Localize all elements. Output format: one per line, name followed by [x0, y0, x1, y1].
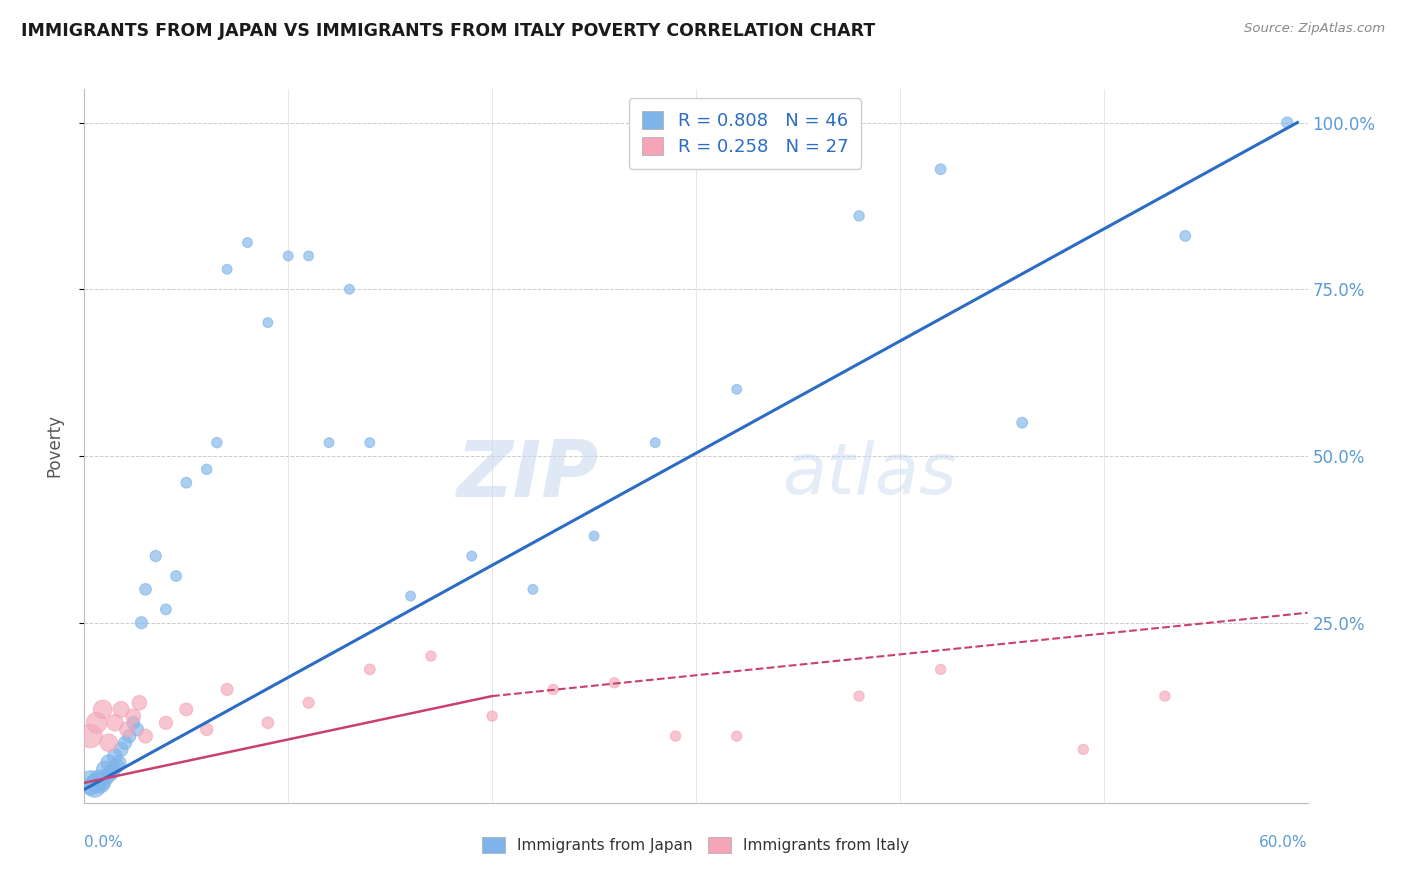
- Point: [929, 162, 952, 177]
- Point: [122, 715, 145, 730]
- Point: [83, 779, 105, 793]
- Point: [86, 776, 108, 790]
- Text: Source: ZipAtlas.com: Source: ZipAtlas.com: [1244, 22, 1385, 36]
- Point: [195, 723, 218, 737]
- Point: [122, 709, 145, 723]
- Point: [195, 462, 218, 476]
- Point: [155, 602, 177, 616]
- Point: [104, 749, 127, 764]
- Point: [1154, 689, 1177, 703]
- Point: [929, 662, 952, 676]
- Point: [277, 249, 299, 263]
- Point: [100, 765, 122, 780]
- Text: atlas: atlas: [782, 440, 956, 509]
- Point: [644, 435, 666, 450]
- Text: 0.0%: 0.0%: [84, 835, 124, 850]
- Point: [848, 689, 870, 703]
- Legend: Immigrants from Japan, Immigrants from Italy: Immigrants from Japan, Immigrants from I…: [477, 831, 915, 859]
- Point: [399, 589, 422, 603]
- Point: [86, 715, 108, 730]
- Point: [522, 582, 544, 597]
- Point: [79, 776, 101, 790]
- Point: [93, 763, 115, 777]
- Point: [1174, 228, 1197, 243]
- Point: [108, 756, 131, 770]
- Point: [101, 763, 124, 777]
- Point: [217, 682, 239, 697]
- Point: [105, 759, 128, 773]
- Point: [665, 729, 688, 743]
- Y-axis label: Poverty: Poverty: [45, 415, 63, 477]
- Point: [583, 529, 606, 543]
- Point: [257, 715, 280, 730]
- Point: [298, 696, 321, 710]
- Point: [298, 249, 321, 263]
- Point: [339, 282, 361, 296]
- Point: [97, 756, 120, 770]
- Point: [115, 723, 138, 737]
- Point: [359, 662, 381, 676]
- Point: [174, 702, 197, 716]
- Point: [461, 549, 484, 563]
- Point: [128, 696, 150, 710]
- Point: [318, 435, 340, 450]
- Point: [725, 729, 748, 743]
- Text: IMMIGRANTS FROM JAPAN VS IMMIGRANTS FROM ITALY POVERTY CORRELATION CHART: IMMIGRANTS FROM JAPAN VS IMMIGRANTS FROM…: [21, 22, 876, 40]
- Point: [217, 262, 239, 277]
- Point: [96, 769, 118, 783]
- Point: [165, 569, 187, 583]
- Text: 60.0%: 60.0%: [1260, 835, 1308, 850]
- Point: [359, 435, 381, 450]
- Point: [543, 682, 565, 697]
- Point: [87, 772, 110, 787]
- Point: [127, 723, 149, 737]
- Point: [114, 736, 136, 750]
- Point: [145, 549, 167, 563]
- Point: [236, 235, 259, 250]
- Text: ZIP: ZIP: [456, 436, 598, 513]
- Point: [725, 382, 748, 396]
- Point: [90, 777, 112, 791]
- Point: [110, 742, 132, 756]
- Point: [603, 675, 626, 690]
- Point: [420, 649, 443, 664]
- Point: [79, 729, 101, 743]
- Point: [257, 316, 280, 330]
- Point: [481, 709, 503, 723]
- Point: [1011, 416, 1033, 430]
- Point: [104, 715, 127, 730]
- Point: [118, 729, 141, 743]
- Point: [91, 774, 114, 789]
- Point: [131, 615, 153, 630]
- Point: [205, 435, 228, 450]
- Point: [110, 702, 132, 716]
- Point: [135, 582, 157, 597]
- Point: [91, 702, 114, 716]
- Point: [97, 736, 120, 750]
- Point: [174, 475, 197, 490]
- Point: [1277, 115, 1299, 129]
- Point: [1073, 742, 1095, 756]
- Point: [155, 715, 177, 730]
- Point: [848, 209, 870, 223]
- Point: [135, 729, 157, 743]
